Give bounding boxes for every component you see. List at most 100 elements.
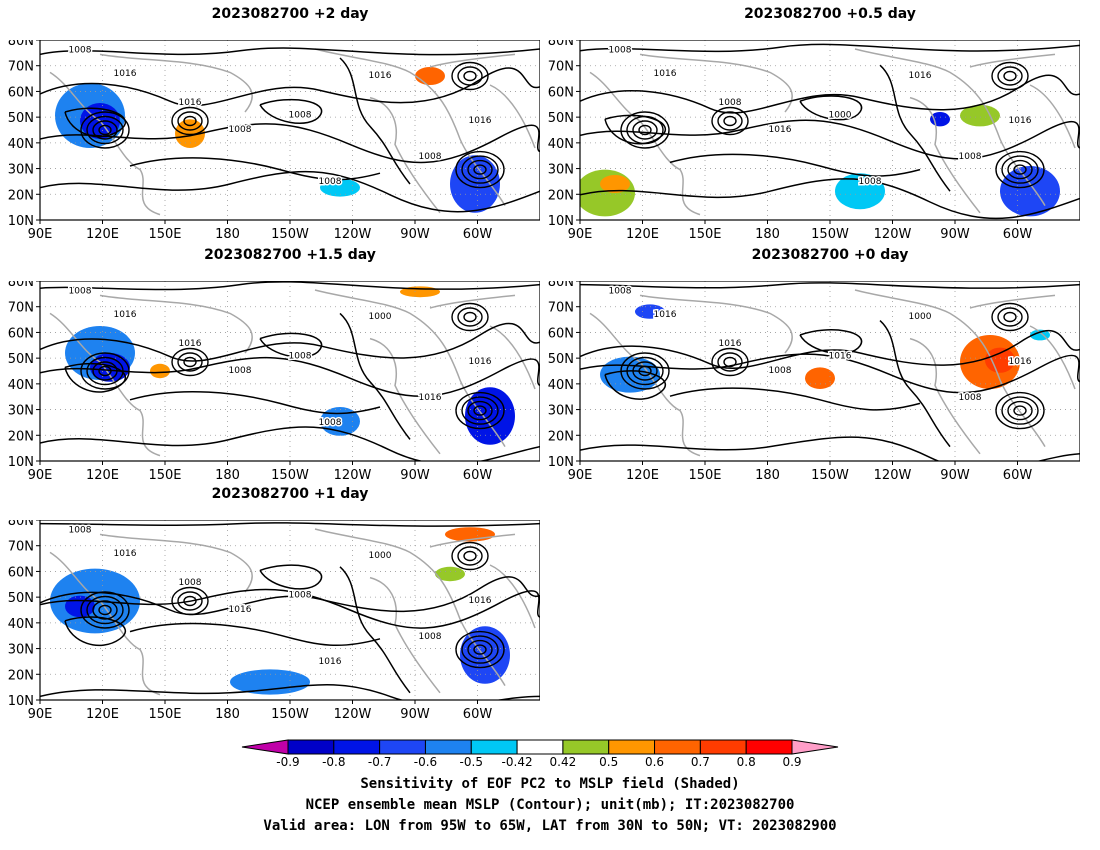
colorbar-box [287,739,335,755]
coastline [99,53,253,113]
panel-plus0-day: 2023082700 +0 day 1008 1016 1016 1008 1016 10… [540,247,1080,486]
y-tick-label: 50N [548,111,574,126]
coastline [1029,325,1076,390]
closed-contour [86,115,124,145]
colorbar-tick-label: -0.7 [368,755,391,768]
closed-contour [455,391,505,430]
y-tick-label: 10N [548,455,574,470]
closed-contour [620,111,670,149]
contour-label: 1008 [859,177,882,187]
closed-contour [98,604,112,616]
contour-label: 1008 [179,578,202,588]
colorbar-tick-label: 0.7 [691,755,710,768]
x-tick-label: 120W [334,468,372,483]
mslp-contour [40,170,540,213]
mslp-contour [40,67,540,107]
x-tick-label: 120E [86,227,119,242]
closed-contour [183,356,197,368]
x-tick-label: 120W [334,227,372,242]
y-tick-label: 20N [548,188,574,203]
colorbar-box [470,739,518,755]
y-tick-label: 50N [8,352,34,367]
closed-contour [1003,311,1017,323]
contour-label: 1008 [609,46,632,56]
mslp-contour [580,43,1080,53]
mslp-contour [40,426,540,461]
y-tick-label: 70N [548,60,574,75]
x-tick-label: 90E [28,707,53,722]
closed-contour [620,352,670,390]
colorbar-arrow-high [791,739,839,755]
mslp-contour [799,329,863,355]
mslp-contour [580,436,1080,461]
sensitivity-shade [930,112,950,127]
closed-contour [638,124,652,136]
closed-contour [86,356,124,386]
panel-title: 2023082700 +0.5 day [744,6,916,22]
caption-line-1: Sensitivity of EOF PC2 to MSLP field (Sh… [360,776,740,792]
x-tick-label: 90E [28,227,53,242]
contour-label: 1008 [229,366,252,376]
colorbar-box [424,739,472,755]
contour-label: 1008 [319,418,342,428]
coastline [854,48,1046,206]
coastline [369,337,441,455]
coastline [99,294,253,354]
contour-label: 1016 [114,69,137,79]
contour-label: 1016 [909,71,932,81]
contour-label: 1008 [319,177,342,187]
closed-contour [638,365,652,377]
contour-label: 1016 [469,116,492,126]
coastline [489,564,536,629]
closed-contour [626,115,664,145]
contour-label: 1008 [959,152,982,162]
x-tick-label: 150E [148,227,181,242]
colorbar-box [608,739,656,755]
sensitivity-shade [320,178,360,197]
closed-contour [183,115,197,127]
coastline [639,53,793,113]
x-tick-label: 150E [688,468,721,483]
closed-contour [92,120,118,140]
y-tick-label: 60N [8,565,34,580]
closed-contour [995,150,1045,189]
sensitivity-shade [600,175,630,193]
contour-label: 1016 [369,71,392,81]
contour-label: 1016 [419,393,442,403]
coastline [589,71,701,216]
y-tick-label: 40N [548,137,574,152]
x-tick-label: 150E [148,707,181,722]
map-plot: 1008 1016 1016 1008 1016 1000 1008 1016 80N 70N 60… [548,281,1080,483]
closed-contour [171,347,209,377]
x-tick-label: 120E [86,468,119,483]
contour-label: 1008 [69,526,92,536]
map-plot: 1008 1016 1008 1016 1000 1016 1008 1016 1008 80N 7… [548,40,1080,242]
x-tick-label: 90E [568,468,593,483]
sensitivity-shade [415,67,445,85]
closed-contour [92,600,118,620]
contour-label: 1016 [469,596,492,606]
y-tick-label: 40N [548,378,574,393]
closed-contour [463,70,477,82]
mslp-contour [259,332,323,358]
coastline [639,294,793,354]
x-tick-label: 180 [215,227,240,242]
contour-label: 1016 [469,357,492,367]
mslp-contour [40,322,540,362]
mslp-contour [259,564,323,590]
contour-label: 1016 [179,339,202,349]
contour-label: 1016 [654,310,677,320]
x-tick-label: 150W [811,227,849,242]
closed-contour [711,347,749,377]
x-tick-label: 180 [215,468,240,483]
x-tick-label: 60W [1003,468,1033,483]
sensitivity-shade [65,595,95,618]
closed-contour [1003,70,1017,82]
colorbar: -0.9 -0.8 -0.7 -0.6 -0.5 -0.42 0.42 0.5 0.6 0.7 0.… [241,739,839,768]
coastline [489,325,536,390]
y-tick-label: 40N [8,617,34,632]
mslp-contour [40,588,540,629]
mslp-contour [40,281,540,291]
x-tick-label: 120E [86,707,119,722]
panel-title: 2023082700 +1 day [211,486,369,502]
